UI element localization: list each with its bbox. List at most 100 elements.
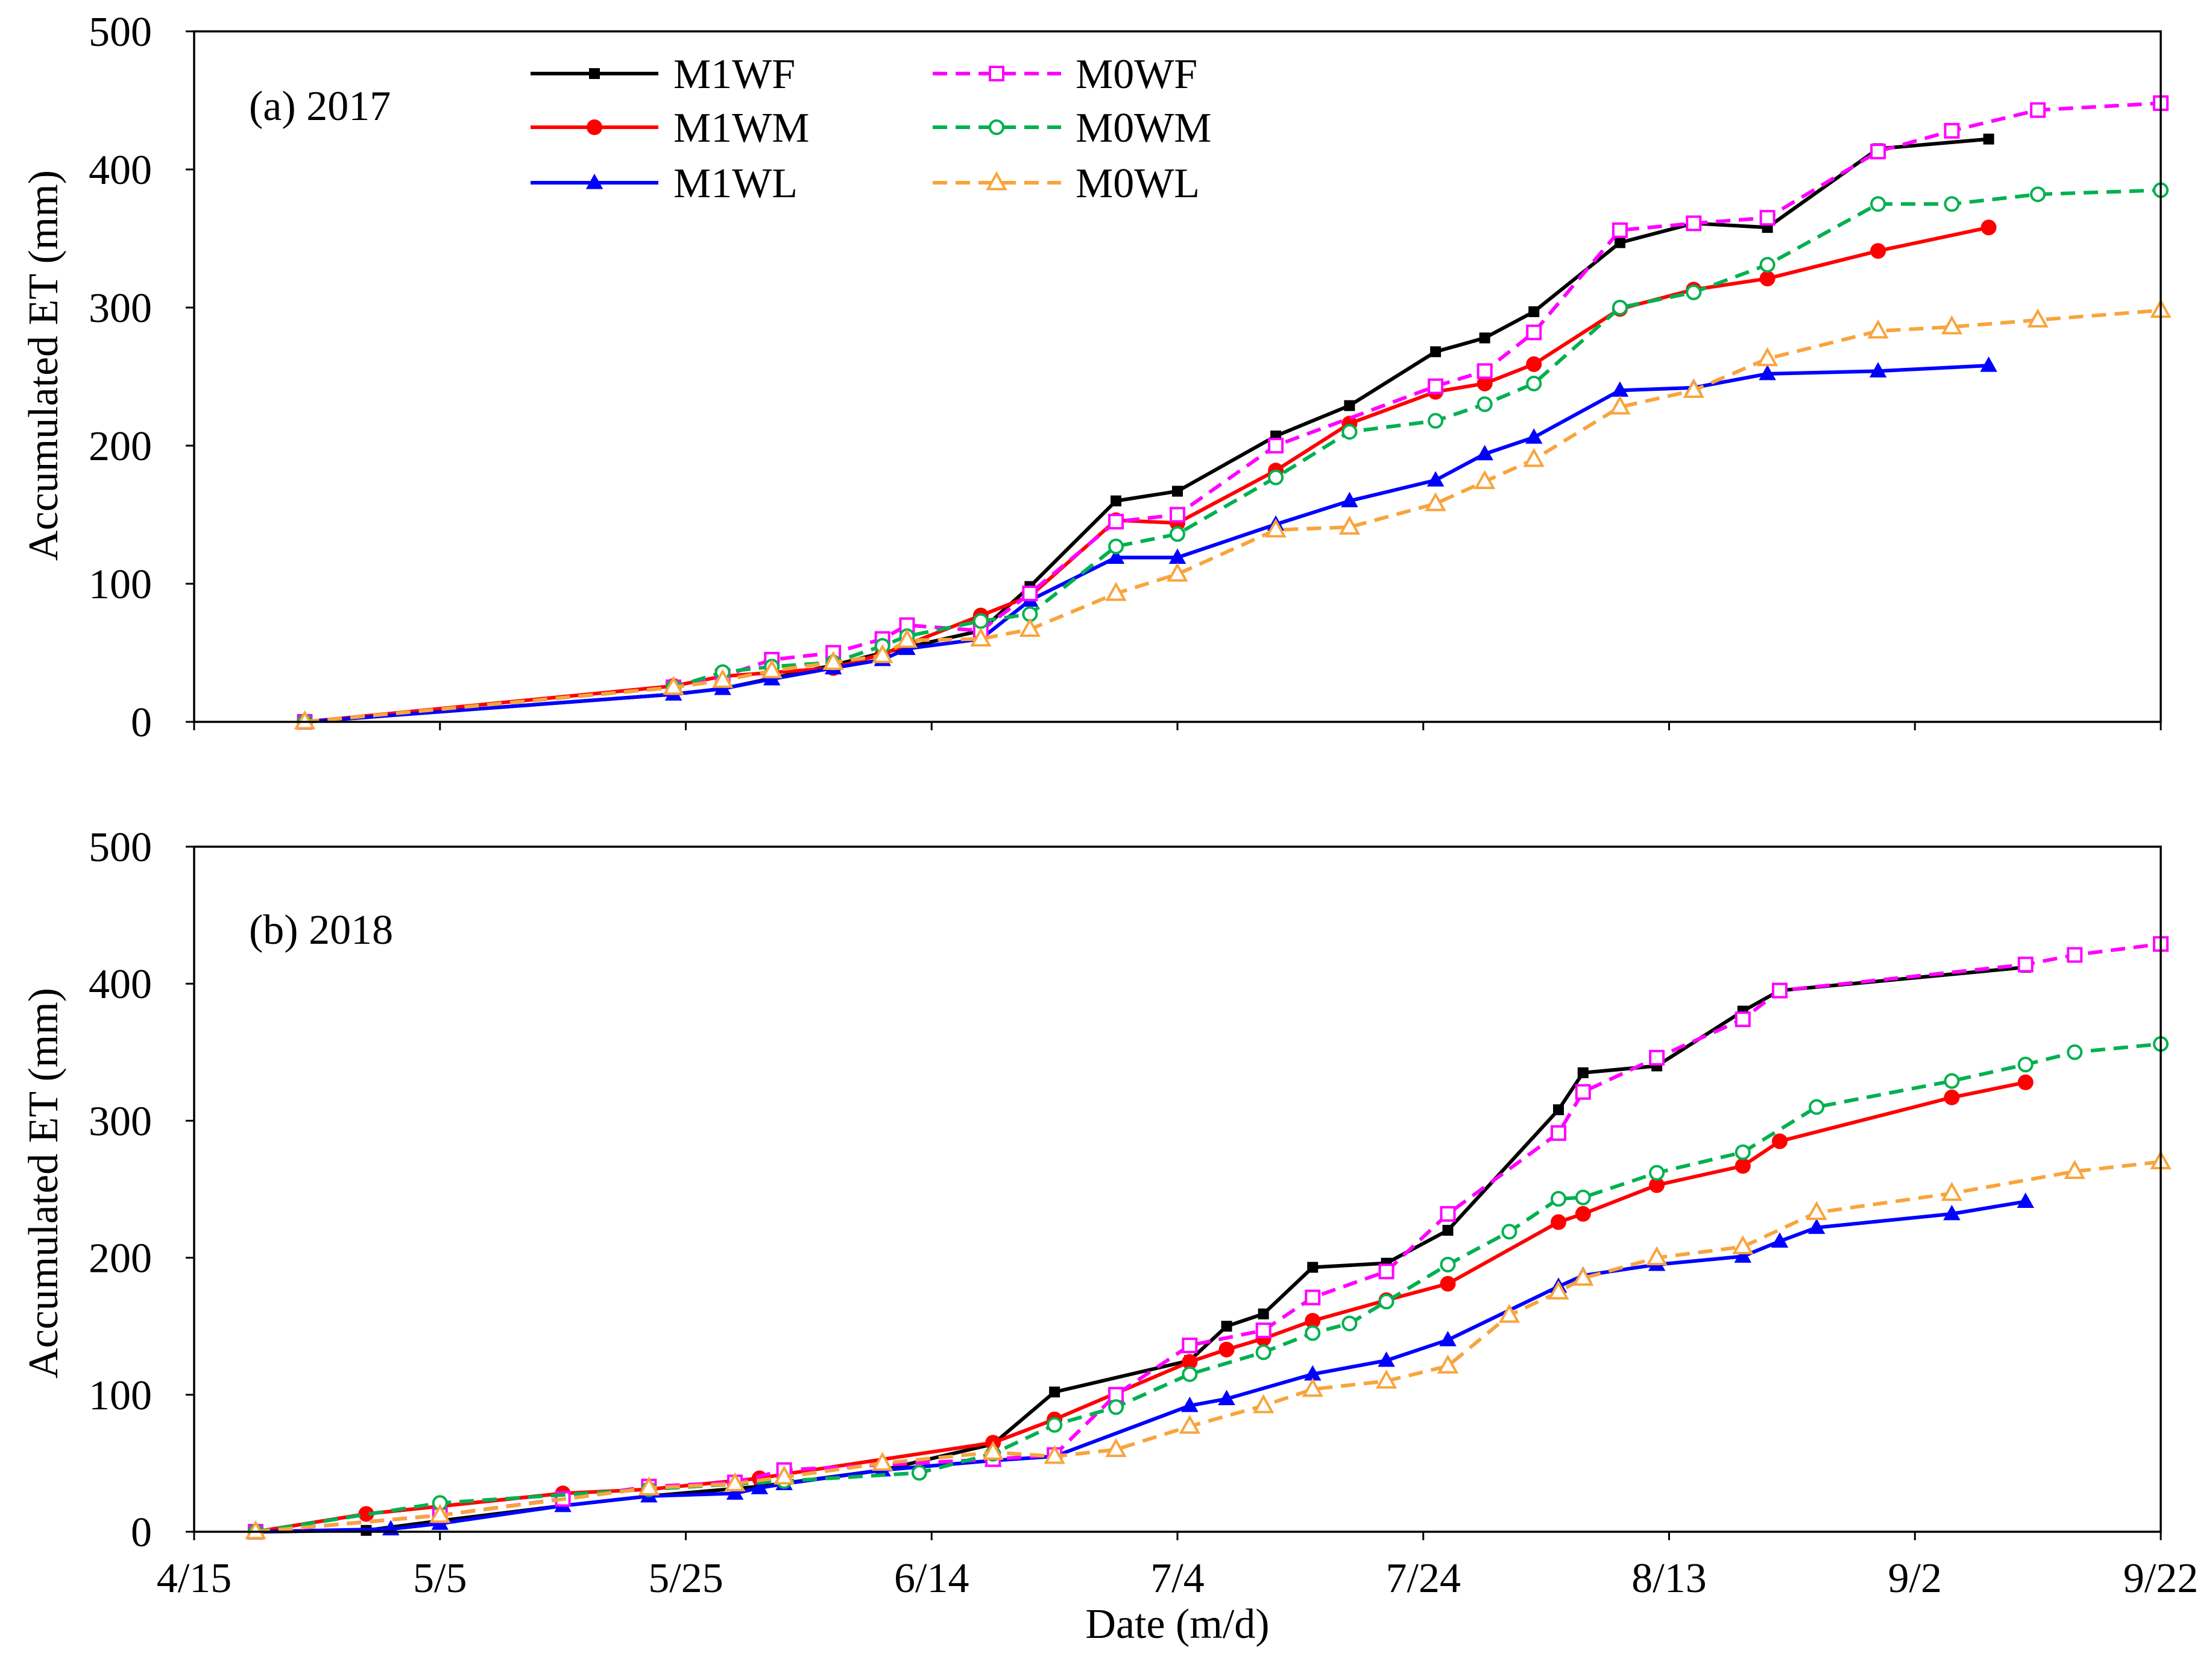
x-tick-label: 9/22 bbox=[2123, 1555, 2198, 1602]
data-point-m0wl-b-9 bbox=[1179, 1414, 1201, 1434]
data-point-m0wl-a-0 bbox=[294, 710, 316, 730]
data-point-m0wl-b-11 bbox=[1302, 1377, 1323, 1397]
data-point-m0wm-b-18 bbox=[1735, 1144, 1751, 1160]
data-point-m0wm-b-20 bbox=[1944, 1073, 1960, 1089]
data-point-m0wl-a-14 bbox=[1474, 470, 1496, 490]
data-point-m0wl-a-9 bbox=[1105, 581, 1127, 601]
data-point-m0wl-b-2 bbox=[638, 1476, 660, 1496]
data-point-m0wl-a-21 bbox=[2027, 308, 2049, 328]
data-point-m0wm-b-19 bbox=[1809, 1099, 1825, 1115]
data-point-m0wm-a-14 bbox=[1476, 396, 1493, 412]
data-point-m1wf-a-10 bbox=[1344, 400, 1355, 411]
data-point-m0wl-a-13 bbox=[1425, 492, 1446, 511]
data-point-m0wf-a-16 bbox=[1686, 215, 1702, 232]
data-point-m0wl-b-20 bbox=[1941, 1181, 1963, 1201]
data-point-m1wl-b-19 bbox=[1734, 1247, 1752, 1263]
panel-b: 0 100 200 300 400 500 4/15 5/5 5/25 6/14 7/4 7/24 8/… bbox=[20, 824, 2198, 1602]
data-point-m1wm-a-17 bbox=[1870, 243, 1886, 259]
legend-label-m0wm: M0WM bbox=[1076, 105, 1212, 151]
series-line-m1wf-a bbox=[304, 137, 1989, 724]
data-point-m1wf-a-7 bbox=[1111, 495, 1122, 507]
data-point-m0wm-b-6 bbox=[1047, 1417, 1063, 1433]
data-point-m0wf-b-10 bbox=[1255, 1322, 1271, 1339]
data-point-m1wm-a-12 bbox=[1476, 375, 1493, 391]
data-point-m1wl-b-14 bbox=[1378, 1351, 1395, 1367]
data-point-m0wm-a-17 bbox=[1686, 284, 1702, 300]
data-point-m0wm-b-8 bbox=[1182, 1366, 1198, 1382]
data-point-m0wm-b-4 bbox=[911, 1465, 927, 1481]
data-point-m1wl-a-9 bbox=[1107, 548, 1125, 564]
data-point-m0wm-b-13 bbox=[1440, 1256, 1456, 1272]
data-point-m0wm-a-18 bbox=[1759, 257, 1776, 273]
data-point-m1wf-b-10 bbox=[1221, 1321, 1232, 1332]
plot-area-frame bbox=[193, 845, 2162, 1533]
data-point-m0wl-b-6 bbox=[982, 1441, 1004, 1460]
data-point-m1wl-b-23 bbox=[2017, 1192, 2034, 1208]
x-tick-label: 6/14 bbox=[894, 1555, 969, 1602]
data-point-m0wf-a-11 bbox=[1268, 438, 1284, 453]
series-line-m0wf-a bbox=[304, 101, 2161, 724]
x-tick-label: 5/25 bbox=[648, 1555, 723, 1602]
plot-area-frame bbox=[193, 30, 2162, 723]
data-point-m0wl-a-15 bbox=[1523, 447, 1545, 467]
data-point-m1wf-b-16 bbox=[1577, 1067, 1589, 1078]
data-point-m0wf-a-20 bbox=[2030, 102, 2046, 118]
data-point-m0wm-a-10 bbox=[1170, 526, 1185, 542]
y-tick-label: 200 bbox=[89, 423, 152, 470]
data-point-m0wl-a-3 bbox=[761, 659, 783, 678]
data-point-m0wl-b-15 bbox=[1548, 1280, 1569, 1300]
panel-title: (b) 2018 bbox=[249, 907, 393, 953]
data-point-m1wl-a-10 bbox=[1168, 548, 1186, 564]
data-point-m0wf-a-8 bbox=[1022, 586, 1038, 602]
series-line-m1wl-b bbox=[255, 1199, 2026, 1534]
data-point-m1wm-b-19 bbox=[1944, 1089, 1960, 1105]
data-point-m0wl-a-11 bbox=[1265, 518, 1287, 538]
data-point-m0wm-a-19 bbox=[1870, 196, 1886, 212]
x-tick-label: 5/5 bbox=[413, 1555, 467, 1602]
data-point-m0wm-a-16 bbox=[1612, 300, 1628, 315]
data-point-m1wl-b-13 bbox=[1304, 1365, 1322, 1381]
y-tick-label: 500 bbox=[89, 824, 152, 871]
data-point-m0wm-a-21 bbox=[2030, 186, 2046, 203]
series-line-m0wl-a bbox=[304, 308, 2161, 724]
data-point-m1wl-a-14 bbox=[1476, 444, 1493, 461]
data-point-m0wf-b-18 bbox=[1771, 982, 1788, 999]
data-point-m0wm-b-15 bbox=[1551, 1190, 1567, 1207]
data-point-m1wl-b-22 bbox=[1943, 1204, 1961, 1221]
data-point-m1wm-b-1 bbox=[358, 1506, 374, 1522]
data-point-m1wf-a-14 bbox=[1614, 237, 1625, 248]
data-point-m0wf-b-15 bbox=[1575, 1084, 1591, 1100]
data-point-m0wl-b-3 bbox=[724, 1472, 746, 1491]
data-point-m1wm-b-15 bbox=[1575, 1206, 1591, 1222]
data-point-m1wf-a-11 bbox=[1430, 346, 1442, 358]
y-tick-label: 200 bbox=[89, 1236, 152, 1282]
data-point-m0wl-a-19 bbox=[1867, 319, 1889, 339]
data-point-m0wf-a-13 bbox=[1476, 363, 1493, 379]
x-tick-label: 4/15 bbox=[157, 1555, 232, 1602]
y-tick-label: 300 bbox=[89, 285, 152, 332]
legend-marker-m0wm bbox=[989, 119, 1004, 135]
data-point-m0wl-b-12 bbox=[1375, 1369, 1397, 1389]
data-point-m0wl-a-6 bbox=[896, 628, 918, 648]
data-point-m0wl-a-8 bbox=[1019, 618, 1041, 637]
legend-label-m1wl: M1WL bbox=[673, 160, 798, 207]
series-line-m0wl-b bbox=[255, 1160, 2161, 1534]
data-point-m0wl-b-1 bbox=[429, 1503, 451, 1523]
data-point-m0wm-b-9 bbox=[1255, 1344, 1271, 1360]
data-point-m1wm-b-18 bbox=[1771, 1133, 1788, 1149]
data-point-m0wl-b-8 bbox=[1105, 1438, 1127, 1458]
data-point-m0wl-b-4 bbox=[773, 1465, 795, 1485]
data-point-m0wl-a-1 bbox=[663, 675, 684, 695]
data-point-m1wl-b-15 bbox=[1439, 1330, 1457, 1347]
data-point-m0wl-b-5 bbox=[872, 1452, 893, 1471]
data-point-m0wl-b-19 bbox=[1806, 1201, 1827, 1221]
y-tick-label: 400 bbox=[89, 147, 152, 194]
data-point-m1wm-b-9 bbox=[1218, 1341, 1235, 1357]
data-point-m1wl-a-15 bbox=[1525, 428, 1543, 444]
data-point-m0wm-a-12 bbox=[1341, 424, 1358, 440]
data-point-m1wl-a-19 bbox=[1869, 362, 1887, 378]
legend-marker-m1wl bbox=[585, 174, 603, 189]
data-point-m0wf-a-17 bbox=[1759, 210, 1776, 226]
data-point-m0wf-a-19 bbox=[1944, 122, 1960, 139]
data-point-m1wl-b-11 bbox=[1181, 1396, 1199, 1412]
